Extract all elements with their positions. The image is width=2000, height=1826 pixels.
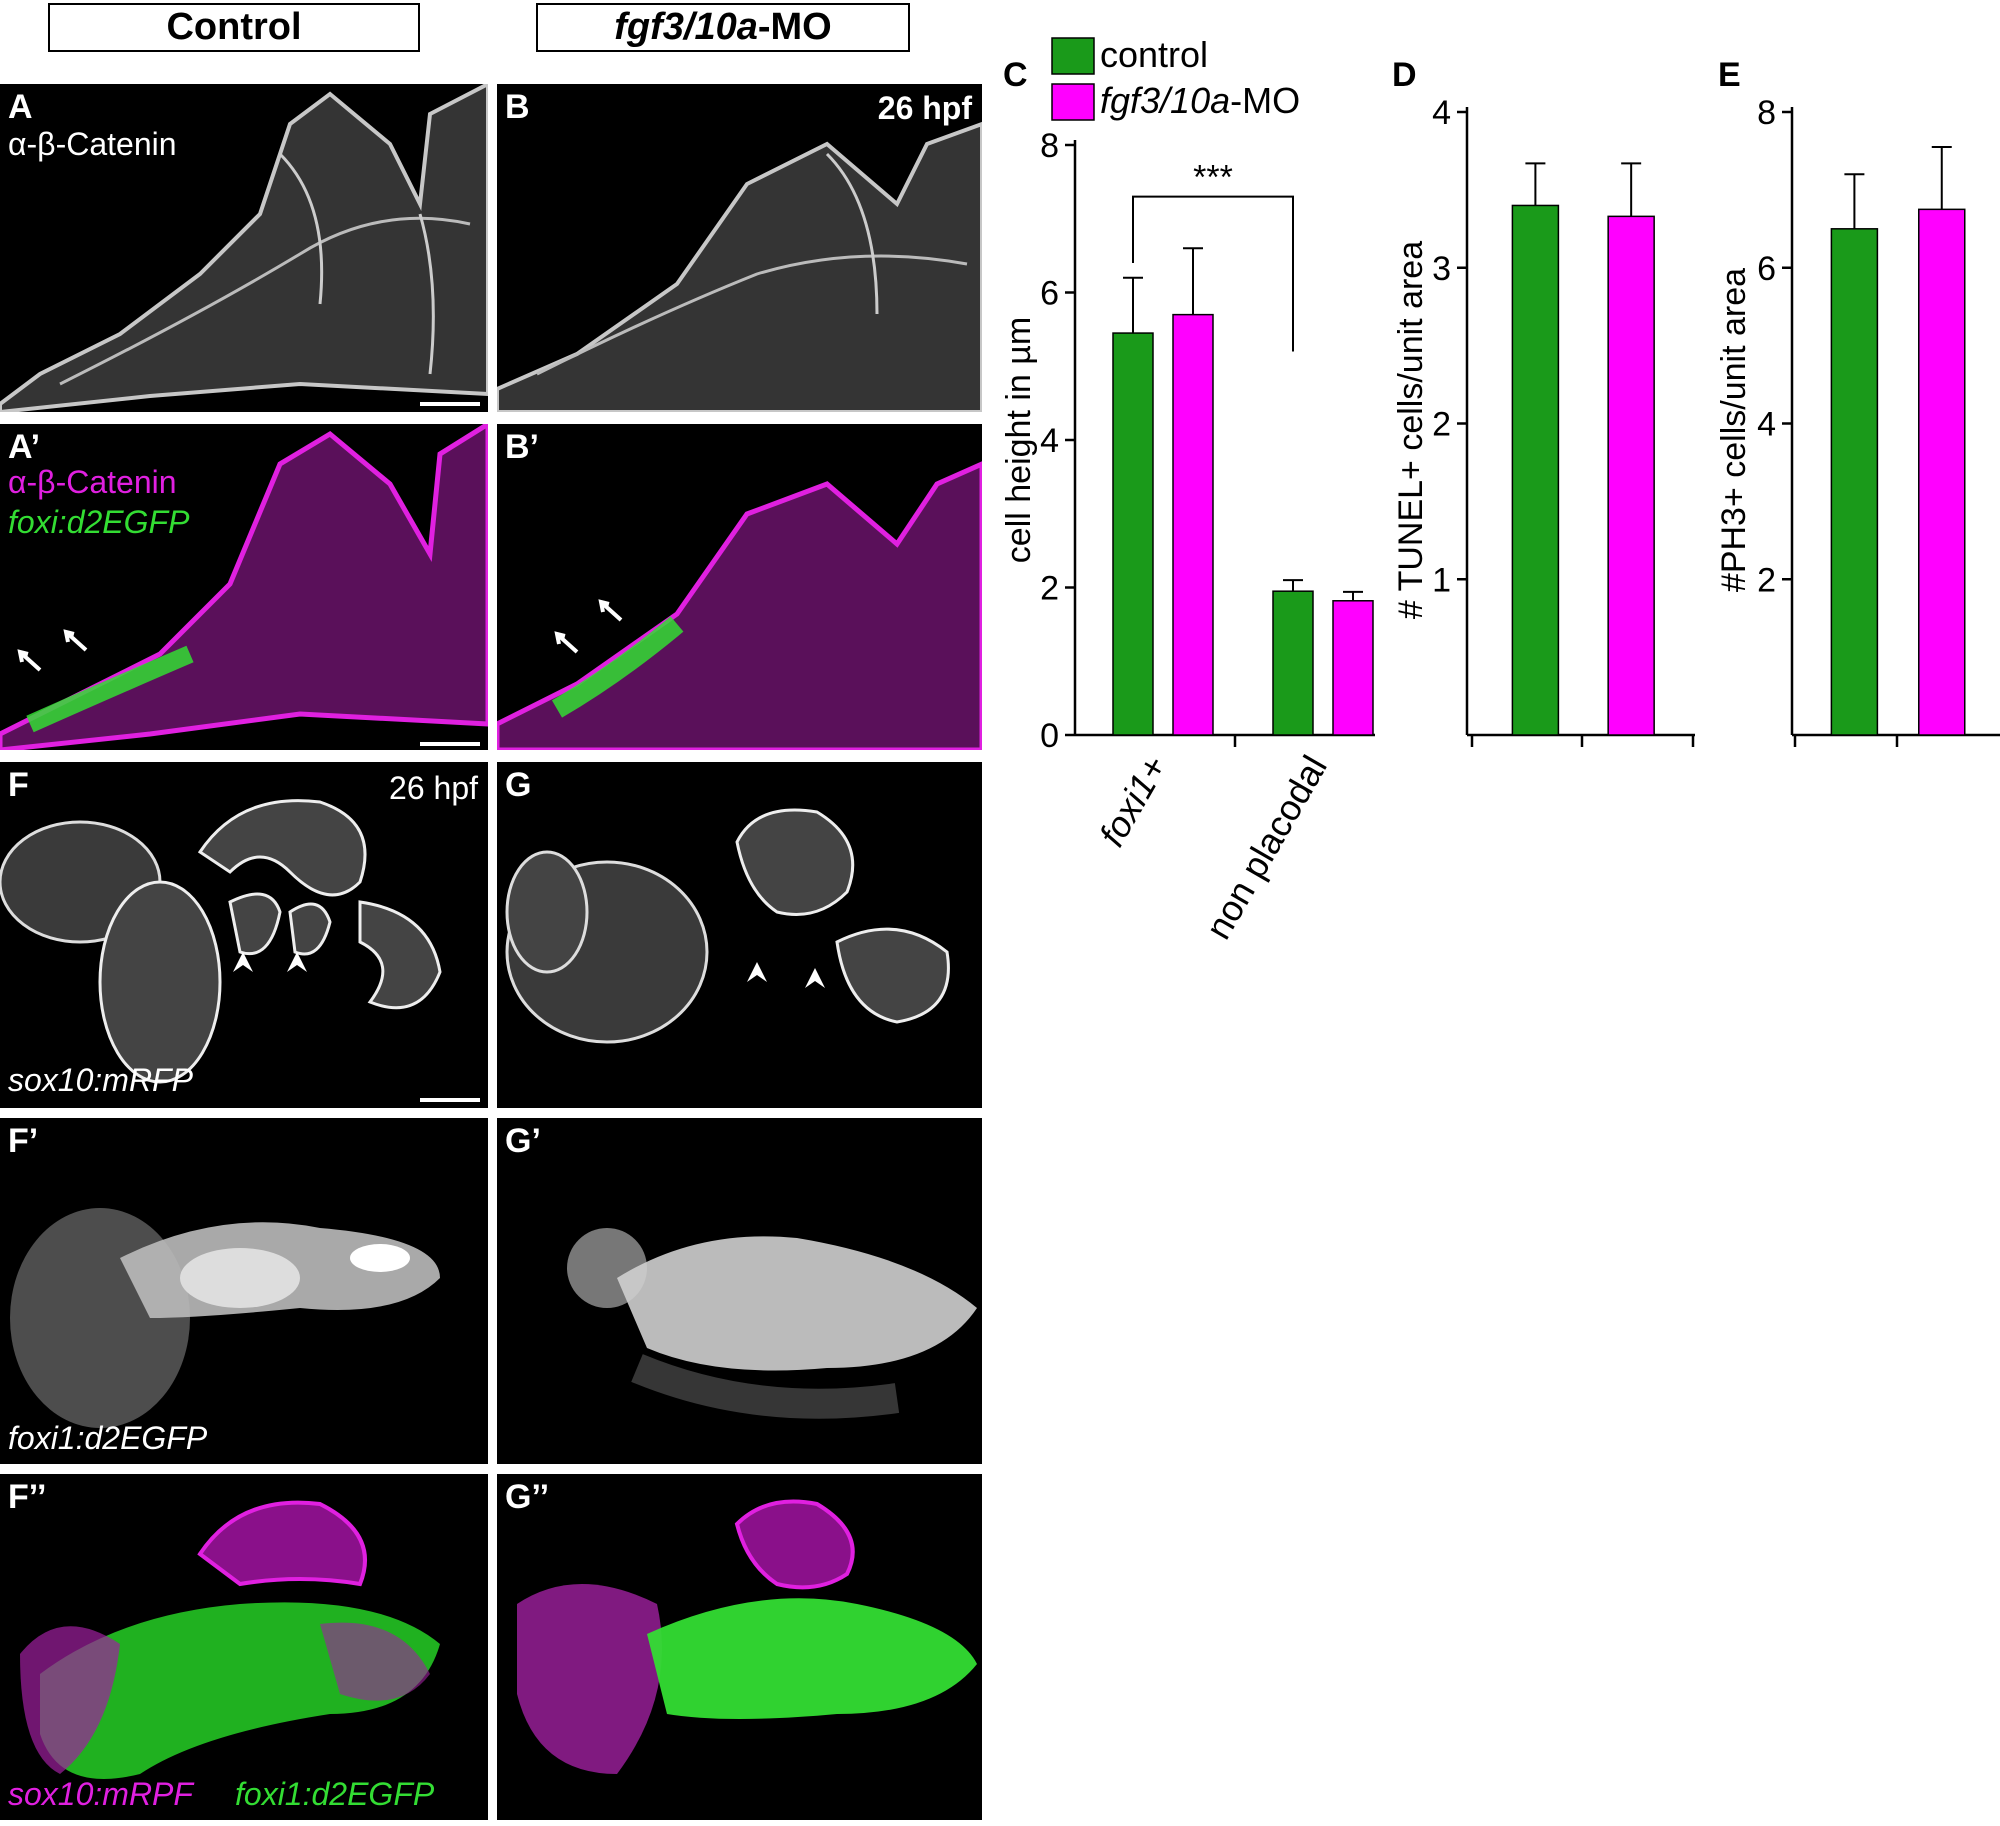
chart-d-panel-label: D [1392, 56, 1417, 94]
panel-b-label: B [505, 88, 530, 126]
header-control: Control [48, 3, 420, 52]
chart-d-bar [1607, 215, 1655, 736]
panel-f-prime: F’ foxi1:d2EGFP [0, 1118, 488, 1464]
panel-g-prime: G’ [497, 1118, 982, 1464]
chart-e: E 2 4 6 8 #PH3+ cells/unit area [1715, 56, 2000, 747]
chart-c-ytick-label: 8 [1040, 127, 1059, 165]
panel-g-double-prime-image [517, 1499, 977, 1774]
panel-a-prime-stain: α-β-Catenin [8, 464, 177, 500]
panel-f-image [0, 799, 442, 1084]
chart-c-ytick-label: 4 [1040, 422, 1059, 460]
chart-d-ylabel: # TUNEL+ cells/unit area [1392, 241, 1430, 619]
chart-c-significance-label: *** [1193, 159, 1233, 197]
chart-e-ytick-label: 8 [1757, 94, 1776, 132]
panel-g-prime-label: G’ [505, 1122, 541, 1160]
chart-e-ylabel: #PH3+ cells/unit area [1715, 268, 1753, 592]
panel-g-label: G [505, 766, 532, 804]
panel-f-time: 26 hpf [389, 770, 478, 806]
panel-a-prime-reporter: foxi:d2EGFP [8, 504, 190, 540]
chart-e-ytick-label: 4 [1757, 406, 1776, 444]
chart-d-ytick-label: 2 [1432, 406, 1451, 444]
chart-d: D 1 2 3 4 # TUNEL+ cells/unit area [1392, 56, 1695, 747]
panel-f-double-prime-label: F’’ [8, 1478, 47, 1516]
legend-label-morphant: fgf3/10a-MO [1100, 80, 1300, 121]
chart-c-ylabel: cell height in µm [1000, 317, 1038, 563]
legend-label-control: control [1100, 34, 1208, 75]
chart-c-panel-label: C [1003, 56, 1028, 94]
panel-f-double-prime: F’’ sox10:mRPF foxi1:d2EGFP [0, 1474, 488, 1820]
panel-g-image [505, 808, 950, 1044]
panel-f-prime-reporter: foxi1:d2EGFP [8, 1420, 208, 1456]
panel-f-double-prime-image [20, 1500, 440, 1779]
panel-a-prime: A’ α-β-Catenin foxi:d2EGFP [0, 424, 488, 750]
panel-b: B 26 hpf [497, 84, 982, 412]
chart-e-ytick-label: 6 [1757, 250, 1776, 288]
chart-d-ytick-label: 3 [1432, 250, 1451, 288]
chart-c-category-label: foxi1+ [1091, 749, 1175, 854]
panel-b-time: 26 hpf [877, 90, 972, 126]
panel-a-image [0, 84, 488, 412]
header-morphant: fgf3/10a -MO [536, 3, 910, 52]
panel-f: F 26 hpf sox10:mRFP [0, 762, 488, 1108]
chart-d-bar [1511, 204, 1560, 736]
chart-c-bar [1272, 590, 1314, 736]
chart-c-ytick-label: 2 [1040, 570, 1059, 608]
chart-c: C 0 2 4 6 8 *** foxi1+ non placodal cell height i… [1000, 56, 1375, 946]
panel-g-prime-image [567, 1228, 977, 1419]
chart-c-bar [1332, 600, 1374, 736]
panel-a-scalebar [420, 402, 480, 406]
panel-a-stain: α-β-Catenin [8, 126, 177, 162]
panel-b-prime: B’ [497, 424, 982, 750]
chart-e-ytick-label: 2 [1757, 561, 1776, 599]
panel-b-image [497, 121, 982, 412]
header-control-label: Control [166, 6, 302, 48]
panel-a-prime-scalebar [420, 742, 480, 746]
panel-b-prime-image [497, 461, 982, 750]
panel-g: G [497, 762, 982, 1108]
chart-d-ytick-label: 4 [1432, 94, 1451, 132]
panel-a-label: A [8, 88, 33, 126]
chart-c-bar [1112, 332, 1154, 736]
header-morphant-suffix: -MO [757, 6, 832, 48]
panel-b-prime-label: B’ [505, 428, 539, 466]
chart-legend: control fgf3/10a-MO [1051, 34, 1300, 121]
panel-f-reporter: sox10:mRFP [8, 1062, 193, 1098]
panel-a-prime-label: A’ [8, 428, 41, 466]
chart-c-category-label: non placodal [1197, 749, 1335, 946]
panel-f-prime-label: F’ [8, 1122, 39, 1160]
panel-a-prime-image [0, 424, 488, 750]
chart-d-ytick-label: 1 [1432, 561, 1451, 599]
panel-f-double-prime-reporter-magenta: sox10:mRPF [8, 1776, 193, 1812]
chart-c-bar [1172, 313, 1214, 736]
panel-f-double-prime-reporter-green: foxi1:d2EGFP [235, 1776, 435, 1812]
panel-f-prime-image [10, 1208, 440, 1428]
chart-e-bar [1918, 208, 1966, 736]
chart-c-ytick-label: 0 [1040, 717, 1059, 755]
panel-f-label: F [8, 766, 29, 804]
panel-f-scalebar [420, 1098, 480, 1102]
chart-e-panel-label: E [1718, 56, 1741, 94]
legend-swatch-control [1051, 37, 1095, 75]
chart-c-ytick-label: 6 [1040, 275, 1059, 313]
legend-swatch-morphant [1051, 83, 1095, 121]
panel-g-double-prime-label: G’’ [505, 1478, 550, 1516]
panel-g-double-prime: G’’ [497, 1474, 982, 1820]
chart-e-bar [1830, 228, 1879, 736]
panel-a: A α-β-Catenin [0, 84, 488, 412]
header-morphant-italic: fgf3/10a [614, 6, 758, 48]
chart-c-significance-bracket [1132, 195, 1294, 352]
